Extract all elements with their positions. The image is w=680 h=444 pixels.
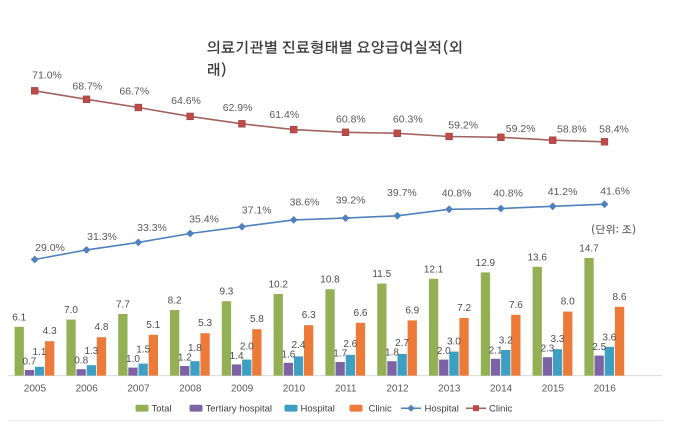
svg-text:Clinic: Clinic: [489, 404, 512, 415]
svg-text:1.8: 1.8: [188, 343, 202, 354]
svg-text:2.3: 2.3: [540, 344, 554, 355]
svg-text:6.1: 6.1: [12, 312, 26, 323]
svg-text:14.7: 14.7: [579, 244, 599, 255]
svg-text:37.1%: 37.1%: [242, 205, 272, 217]
svg-text:2011: 2011: [335, 384, 357, 395]
svg-text:9.3: 9.3: [219, 287, 233, 298]
svg-text:3.3: 3.3: [551, 334, 565, 345]
svg-text:40.8%: 40.8%: [442, 187, 472, 199]
svg-text:8.2: 8.2: [168, 296, 182, 307]
svg-text:5.3: 5.3: [198, 318, 212, 329]
svg-text:60.3%: 60.3%: [393, 113, 423, 125]
svg-text:1.3: 1.3: [84, 346, 98, 357]
svg-text:33.3%: 33.3%: [137, 222, 167, 234]
svg-text:1.7: 1.7: [333, 349, 347, 360]
svg-text:10.8: 10.8: [320, 275, 340, 286]
svg-text:8.6: 8.6: [613, 292, 627, 303]
svg-text:2012: 2012: [386, 384, 409, 395]
svg-text:66.7%: 66.7%: [119, 86, 149, 98]
svg-text:1.1: 1.1: [33, 347, 47, 358]
svg-text:6.3: 6.3: [302, 310, 316, 321]
svg-text:2007: 2007: [127, 384, 150, 395]
svg-text:5.1: 5.1: [146, 320, 160, 331]
svg-text:58.4%: 58.4%: [599, 123, 629, 135]
svg-text:5.8: 5.8: [250, 314, 264, 325]
svg-text:2.4: 2.4: [292, 340, 306, 351]
svg-text:3.6: 3.6: [602, 332, 616, 343]
svg-text:4.8: 4.8: [95, 322, 109, 333]
svg-text:2005: 2005: [24, 384, 47, 395]
svg-text:39.2%: 39.2%: [336, 194, 366, 206]
svg-text:2009: 2009: [231, 384, 254, 395]
svg-text:7.2: 7.2: [457, 303, 471, 314]
svg-text:2.0: 2.0: [437, 346, 451, 357]
svg-text:2014: 2014: [490, 384, 513, 395]
svg-text:1.2: 1.2: [178, 353, 192, 364]
svg-text:1.0: 1.0: [126, 354, 140, 365]
svg-text:7.0: 7.0: [64, 305, 78, 316]
svg-text:2.7: 2.7: [395, 338, 409, 349]
svg-text:10.2: 10.2: [268, 280, 288, 291]
svg-text:68.7%: 68.7%: [72, 81, 102, 93]
svg-text:Total: Total: [152, 404, 172, 415]
svg-text:2016: 2016: [594, 384, 617, 395]
svg-text:2010: 2010: [283, 384, 306, 395]
svg-text:Hospital: Hospital: [425, 404, 459, 415]
svg-text:4.3: 4.3: [43, 326, 57, 337]
svg-text:35.4%: 35.4%: [189, 214, 219, 226]
svg-text:6.9: 6.9: [405, 305, 419, 316]
svg-text:2008: 2008: [179, 384, 202, 395]
svg-text:38.6%: 38.6%: [290, 196, 320, 208]
svg-text:58.8%: 58.8%: [557, 124, 587, 136]
svg-text:0.8: 0.8: [74, 356, 88, 367]
svg-text:3.0: 3.0: [447, 337, 461, 348]
svg-text:7.7: 7.7: [116, 300, 130, 311]
svg-text:Hospital: Hospital: [301, 404, 335, 415]
svg-text:13.6: 13.6: [527, 252, 547, 263]
svg-text:12.9: 12.9: [476, 258, 496, 269]
svg-text:29.0%: 29.0%: [35, 242, 65, 254]
svg-text:40.8%: 40.8%: [493, 187, 523, 199]
svg-text:41.6%: 41.6%: [600, 185, 630, 197]
svg-text:59.2%: 59.2%: [448, 120, 478, 132]
svg-text:11.5: 11.5: [372, 269, 391, 280]
svg-text:59.2%: 59.2%: [506, 123, 536, 135]
svg-text:31.3%: 31.3%: [87, 231, 117, 243]
svg-text:Tertiary hospital: Tertiary hospital: [206, 404, 273, 415]
svg-text:3.2: 3.2: [499, 336, 513, 347]
svg-text:2006: 2006: [76, 384, 99, 395]
svg-text:1.6: 1.6: [281, 349, 295, 360]
svg-text:0.7: 0.7: [22, 357, 36, 368]
svg-text:2.1: 2.1: [489, 345, 503, 356]
svg-text:8.0: 8.0: [561, 297, 575, 308]
svg-text:60.8%: 60.8%: [336, 113, 366, 125]
svg-text:1.5: 1.5: [136, 345, 150, 356]
svg-text:2013: 2013: [438, 384, 461, 395]
svg-text:7.6: 7.6: [509, 300, 523, 311]
svg-text:71.0%: 71.0%: [32, 70, 62, 82]
svg-text:2.5: 2.5: [592, 342, 606, 353]
svg-text:Clinic: Clinic: [369, 404, 392, 415]
svg-text:39.7%: 39.7%: [387, 187, 417, 199]
svg-text:1.4: 1.4: [230, 351, 244, 362]
svg-text:2.0: 2.0: [240, 341, 254, 352]
svg-text:2015: 2015: [542, 384, 565, 395]
svg-text:61.4%: 61.4%: [269, 109, 299, 121]
svg-text:6.6: 6.6: [354, 308, 368, 319]
svg-text:41.2%: 41.2%: [548, 186, 578, 198]
svg-text:1.8: 1.8: [385, 348, 399, 359]
svg-text:12.1: 12.1: [424, 264, 444, 275]
svg-text:2.6: 2.6: [343, 339, 357, 350]
svg-text:64.6%: 64.6%: [171, 95, 201, 107]
svg-text:62.9%: 62.9%: [223, 102, 253, 114]
